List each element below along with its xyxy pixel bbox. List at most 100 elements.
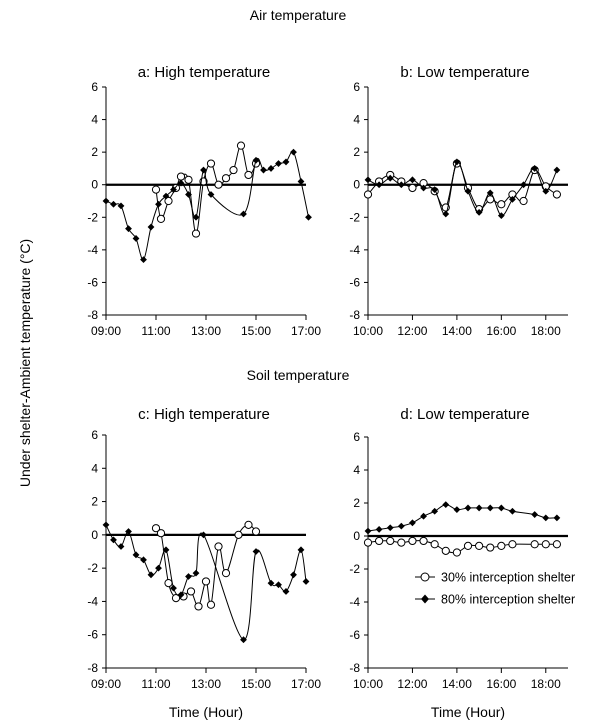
y-tick-label: -2 [349,210,360,224]
data-point-open-circle [552,190,561,199]
x-tick-label: 11:00 [141,677,170,691]
data-point-filled-diamond [192,213,200,221]
data-point-open-circle [497,541,506,551]
data-point-filled-diamond [185,573,192,580]
data-point-open-circle [201,577,211,586]
x-tick-label: 10:00 [353,324,383,338]
data-point-open-circle [214,180,223,189]
series-line [367,540,557,554]
data-point-open-circle [171,594,181,603]
x-tick-label: 10:00 [353,677,383,691]
data-point-open-circle [452,548,461,557]
x-tick-label: 17:00 [291,677,321,691]
data-point-open-circle [519,196,528,206]
data-point-open-circle [191,229,201,238]
data-point-filled-diamond [475,209,483,216]
data-point-open-circle [156,529,166,538]
y-tick-label: 0 [353,529,360,543]
data-point-open-circle [164,579,173,588]
y-tick-label: -4 [87,594,98,608]
data-point-filled-diamond [386,524,394,532]
panel-title: a: High temperature [138,64,271,81]
series-line [367,504,557,532]
section-title-air: Air temperature [250,7,347,23]
data-point-open-circle [186,587,196,596]
data-point-open-circle [408,183,417,193]
y-tick-label: -8 [87,308,98,322]
x-tick-label: 09:00 [91,677,121,691]
data-point-filled-diamond [162,546,170,554]
y-tick-label: 4 [91,113,98,127]
data-point-open-circle [363,538,373,547]
data-point-open-circle [156,214,166,224]
data-point-filled-diamond [192,569,200,577]
y-tick-label: 0 [91,528,98,542]
data-point-filled-diamond [302,578,310,585]
data-point-filled-diamond [453,506,461,513]
data-point-filled-diamond [497,212,505,220]
data-point-filled-diamond [420,512,427,520]
panel-title: c: High temperature [138,406,270,423]
data-point-filled-diamond [290,148,297,156]
data-point-filled-diamond [155,564,162,572]
y-tick-label: -6 [87,275,98,289]
data-point-filled-diamond [397,522,405,530]
y-tick-label: 4 [353,463,360,477]
x-tick-label: 14:00 [442,324,472,338]
data-point-open-circle [151,185,161,194]
data-point-open-circle [497,200,506,209]
x-tick-label: 16:00 [486,324,516,338]
data-point-filled-diamond [409,176,416,184]
y-tick-label: -6 [349,275,360,289]
data-point-filled-diamond [486,504,494,512]
data-point-filled-diamond [200,531,207,539]
data-point-open-circle [530,540,539,549]
data-point-filled-diamond [431,507,439,515]
x-tick-label: 13:00 [191,324,221,338]
data-point-filled-diamond [170,186,177,193]
legend-label-80pct: 80% interception shelter [441,593,575,607]
data-point-filled-diamond [162,192,170,200]
y-tick-label: -8 [349,308,360,322]
data-point-filled-diamond [267,165,275,172]
data-point-open-circle [251,527,261,536]
series-line [367,162,558,210]
data-point-open-circle [214,542,223,551]
y-tick-label: 4 [353,113,360,127]
section-title-soil: Soil temperature [247,367,350,383]
legend-item-30pct: 30% interception shelter [415,571,575,585]
data-point-filled-diamond [409,519,416,527]
x-axis-label-left: Time (Hour) [169,704,243,720]
data-point-filled-diamond [364,527,372,535]
x-axis-label-right: Time (Hour) [431,704,505,720]
data-point-filled-diamond [147,571,155,579]
data-point-filled-diamond [102,197,110,205]
data-point-filled-diamond [275,581,282,589]
data-point-filled-diamond [509,195,516,203]
y-tick-label: -8 [87,661,98,675]
y-tick-label: 2 [91,145,98,159]
y-tick-label: 6 [353,80,360,94]
y-tick-label: 6 [353,430,360,444]
legend-label-30pct: 30% interception shelter [441,571,575,585]
x-tick-label: 11:00 [141,324,170,338]
data-point-open-circle [486,543,495,552]
data-point-open-circle [194,602,203,611]
data-point-filled-diamond [177,591,185,599]
data-point-filled-diamond [375,181,383,189]
x-tick-label: 17:00 [291,324,321,338]
data-point-filled-diamond [464,187,472,195]
y-tick-label: 4 [91,461,98,475]
x-tick-label: 15:00 [241,324,271,338]
data-point-filled-diamond [240,636,247,644]
data-point-open-circle [229,165,238,175]
data-point-filled-diamond [132,551,140,559]
data-point-open-circle [508,540,517,549]
x-tick-label: 13:00 [191,677,221,691]
data-point-filled-diamond [282,158,290,166]
y-tick-label: -6 [349,628,360,642]
panel-title: b: Low temperature [400,64,529,81]
data-point-filled-diamond [290,571,297,579]
data-point-filled-diamond [117,543,125,550]
data-point-filled-diamond [140,256,147,264]
